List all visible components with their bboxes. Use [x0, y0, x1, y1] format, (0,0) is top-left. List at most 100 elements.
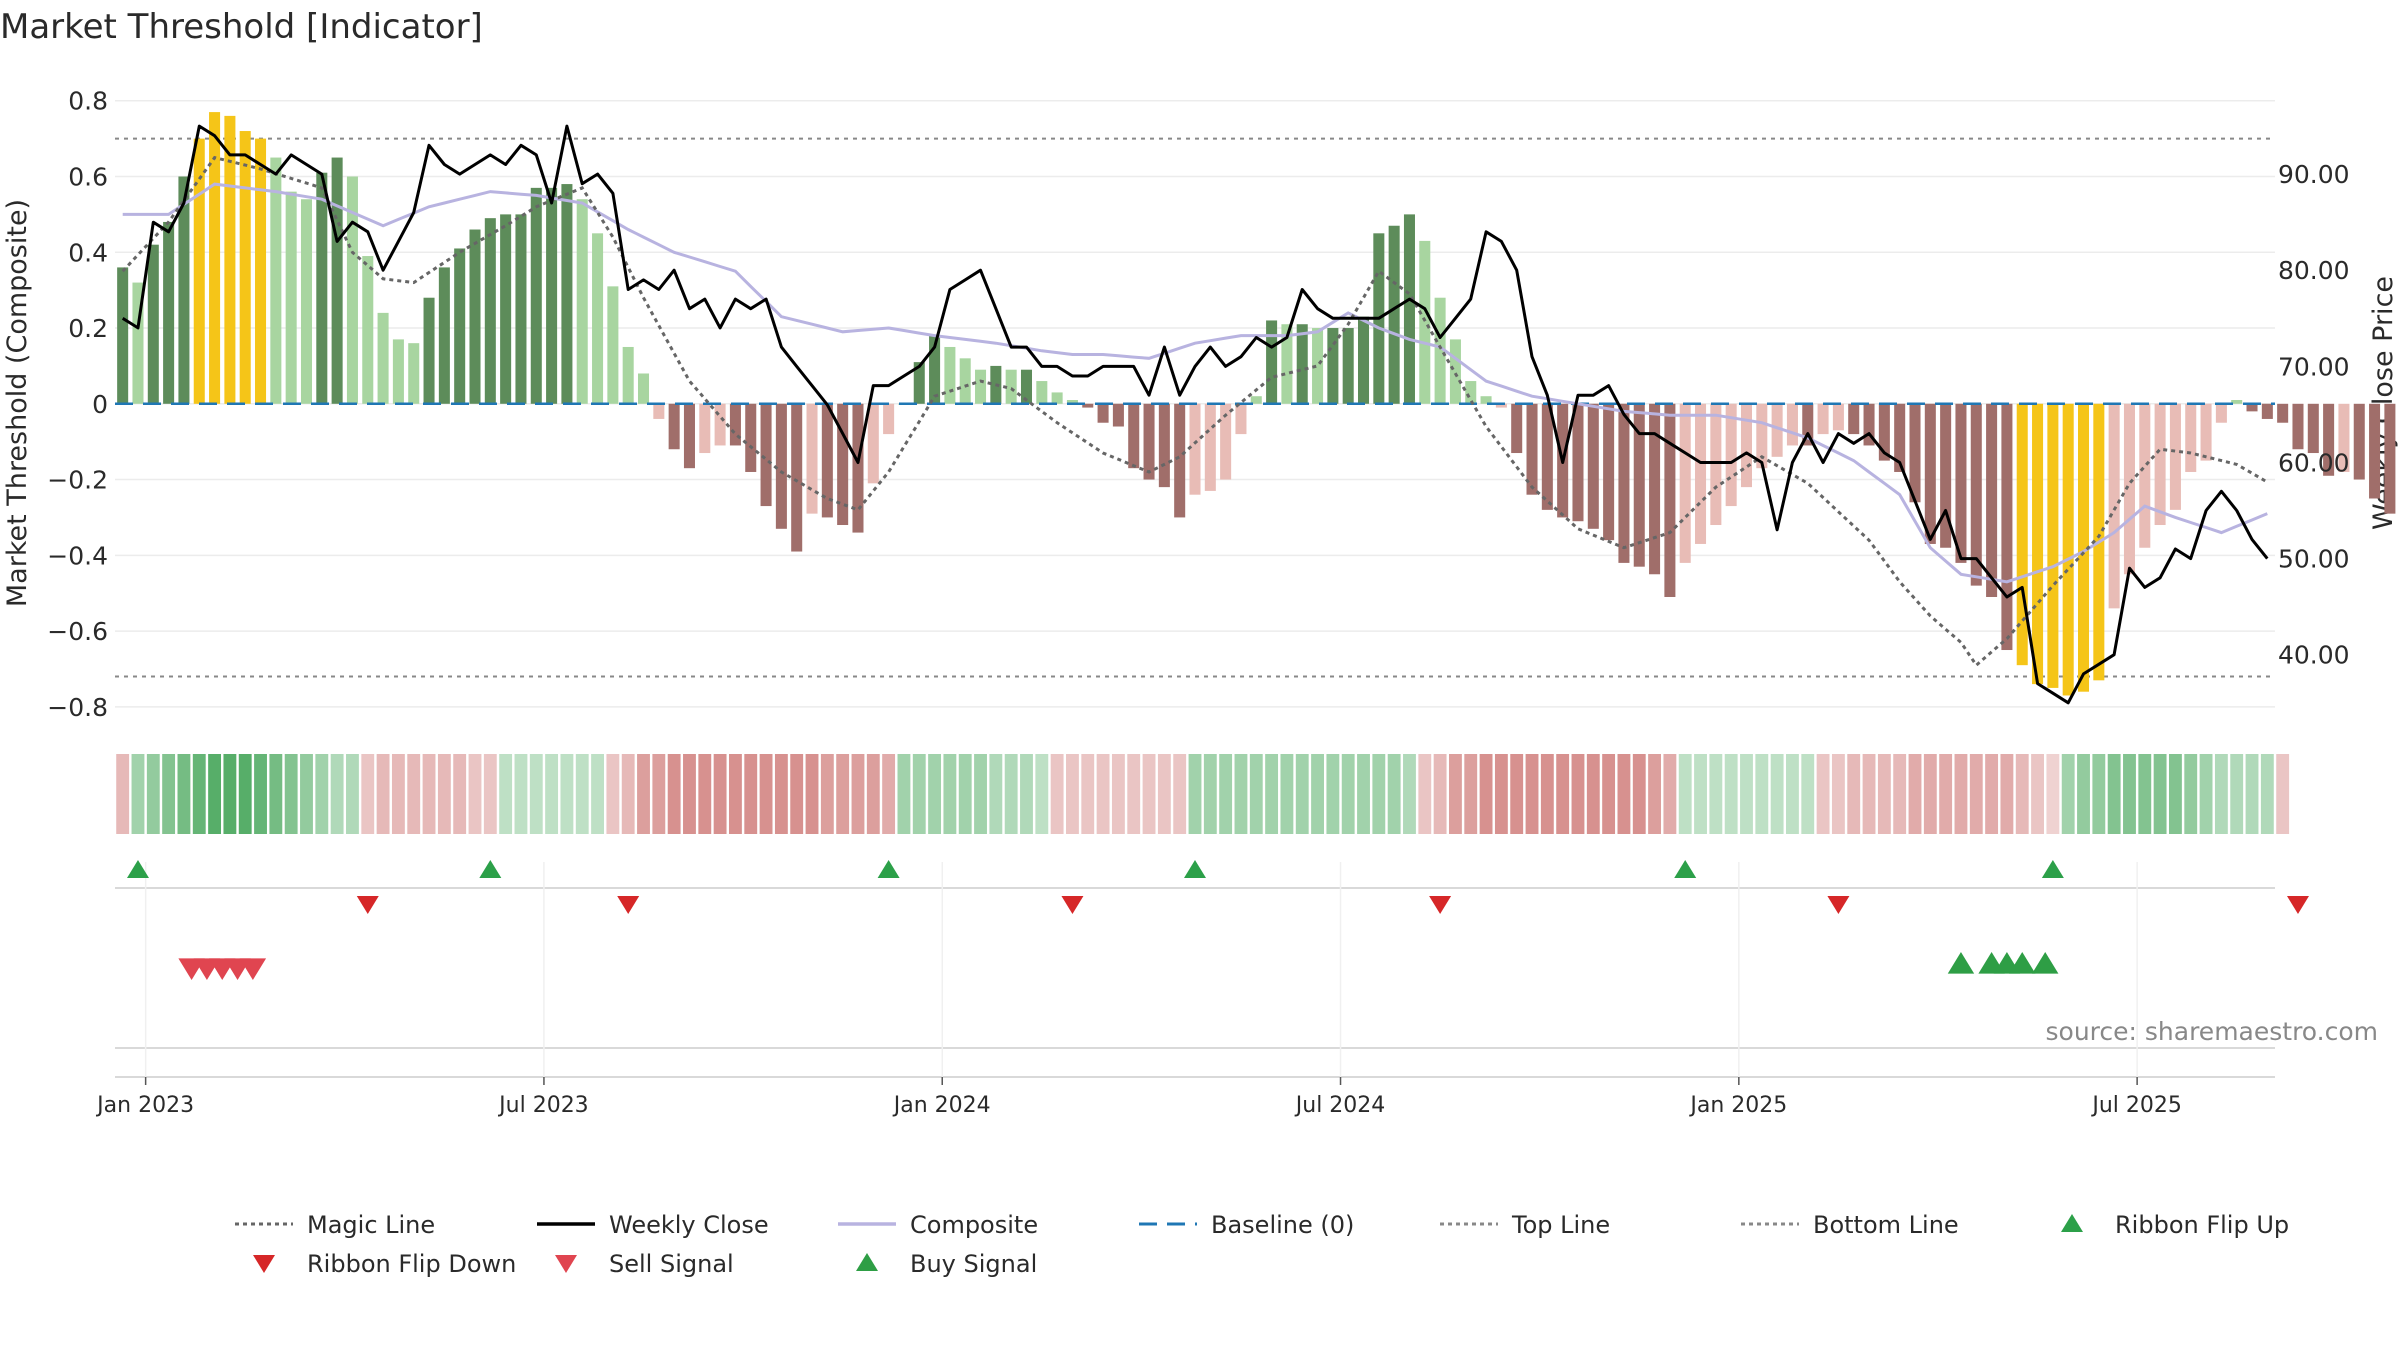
y-tick-left: 0.8	[68, 87, 108, 116]
ribbon-cell	[2107, 754, 2121, 834]
bar	[2292, 403, 2304, 450]
ribbon-cell	[2230, 754, 2244, 834]
ribbon-cell	[912, 754, 926, 834]
bar	[163, 221, 175, 404]
y-tick-right: 80.00	[2278, 256, 2350, 285]
y-tick-right: 40.00	[2278, 641, 2350, 670]
bar	[132, 282, 144, 404]
bar	[1725, 403, 1737, 507]
ribbon-cell	[1831, 754, 1845, 834]
ribbon-cell	[1295, 754, 1309, 834]
bar	[1327, 328, 1339, 404]
ribbon-cell	[882, 754, 896, 834]
ribbon-cell	[1510, 754, 1524, 834]
bar	[883, 403, 895, 435]
bar	[1633, 403, 1645, 567]
bar	[530, 187, 542, 404]
ribbon-cell	[131, 754, 145, 834]
bar	[1235, 403, 1247, 435]
ribbon-cell	[958, 754, 972, 834]
x-tick-label: Jul 2025	[2090, 1093, 2182, 1118]
ribbon-cell	[928, 754, 942, 834]
bar	[1220, 403, 1232, 480]
ribbon-cell	[1311, 754, 1324, 834]
ribbon-cell	[1096, 754, 1110, 834]
bar	[2154, 403, 2166, 526]
ribbon-cell	[514, 754, 528, 834]
ribbon-cell	[1709, 754, 1723, 834]
ribbon-cell	[1985, 754, 1999, 834]
ribbon-cell	[1326, 754, 1340, 834]
ribbon-cell	[1035, 754, 1049, 834]
ribbon-cell	[1265, 754, 1279, 834]
bar	[1679, 403, 1691, 563]
ribbon-cell	[1694, 754, 1707, 834]
ribbon-cell	[1127, 754, 1141, 834]
bar	[1587, 403, 1599, 529]
ribbon-cell	[391, 754, 405, 834]
bar	[1388, 225, 1400, 404]
ribbon-cell	[1418, 754, 1432, 834]
ribbon-cell	[1540, 754, 1554, 834]
ribbon-flip-down-marker	[2286, 896, 2309, 914]
bar	[1817, 403, 1829, 435]
ribbon-cell	[146, 754, 160, 834]
ribbon-cell	[820, 754, 834, 834]
ribbon-cell	[361, 754, 375, 834]
ribbon-cell	[1020, 754, 1033, 834]
bar	[653, 403, 665, 419]
y-tick-left: 0.6	[68, 162, 108, 191]
bar	[775, 403, 787, 529]
bar	[1878, 403, 1890, 461]
bar	[2047, 403, 2059, 688]
bar	[1020, 369, 1033, 404]
bar	[515, 214, 527, 404]
bar	[2169, 403, 2181, 510]
bar	[1465, 381, 1477, 404]
bar	[1312, 328, 1324, 404]
bar	[2261, 403, 2273, 419]
y-tick-left: −0.6	[47, 617, 108, 646]
bar	[2016, 403, 2028, 666]
ribbon-cell	[1081, 754, 1095, 834]
bar	[239, 131, 251, 404]
bar	[622, 346, 634, 404]
bar	[1036, 381, 1048, 404]
bar	[1618, 403, 1630, 563]
ribbon-cell	[1816, 754, 1830, 834]
bar	[959, 358, 971, 404]
x-tick-label: Jul 2024	[1294, 1093, 1386, 1118]
bar	[1541, 403, 1553, 510]
bar	[837, 403, 849, 526]
composite-line	[122, 182, 2268, 584]
ribbon-cell	[1908, 754, 1922, 834]
y-tick-left: −0.8	[47, 693, 108, 722]
bar	[1419, 240, 1431, 404]
bar	[1649, 403, 1661, 575]
bar	[224, 115, 236, 404]
ribbon-cell	[989, 754, 1003, 834]
ribbon-cell	[974, 754, 987, 834]
legend-swatch	[253, 1255, 275, 1273]
bar	[729, 403, 741, 446]
bar	[1802, 403, 1814, 446]
bar	[1005, 369, 1017, 404]
ribbon-cell	[866, 754, 880, 834]
bar	[1082, 403, 1094, 408]
ribbon-cell	[943, 754, 957, 834]
ribbon-cell	[116, 754, 130, 834]
ribbon-cell	[744, 754, 758, 834]
ribbon-cell	[1234, 754, 1248, 834]
x-tick-label: Jul 2023	[497, 1093, 589, 1118]
ribbon-cell	[1939, 754, 1953, 834]
bar	[1955, 403, 1967, 563]
bar	[1756, 403, 1768, 469]
ribbon-cell	[1203, 754, 1217, 834]
ribbon-cell	[1770, 754, 1784, 834]
y-ticks-left: 0.8 0.6 0.4 0.2 0 −0.2 −0.4 −0.6 −0.8	[47, 87, 108, 722]
ribbon-cell	[1403, 754, 1416, 834]
bar	[944, 346, 956, 404]
legend-label: Buy Signal	[910, 1250, 1037, 1278]
ribbon-cell	[621, 754, 635, 834]
weekly-close-line	[121, 124, 2269, 705]
